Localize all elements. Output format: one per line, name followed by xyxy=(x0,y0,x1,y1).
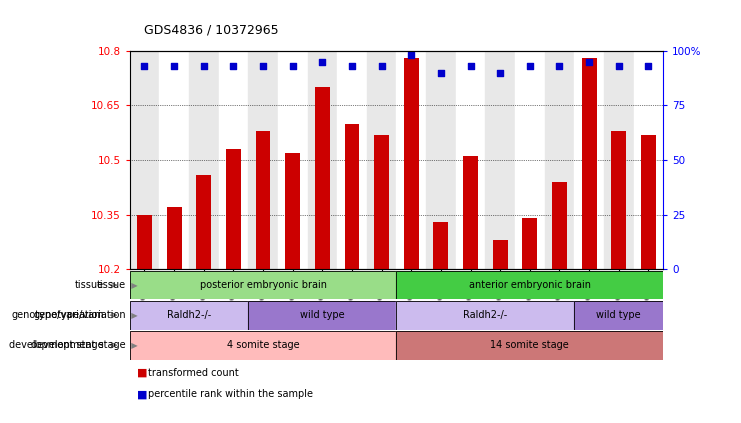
Bar xyxy=(345,124,359,269)
Bar xyxy=(552,182,567,269)
Text: Raldh2-/-: Raldh2-/- xyxy=(463,310,508,320)
Bar xyxy=(189,51,219,269)
Bar xyxy=(604,51,634,269)
Bar xyxy=(248,301,396,330)
Bar xyxy=(574,301,663,330)
Point xyxy=(524,63,536,69)
Text: tissue: tissue xyxy=(75,280,104,290)
Text: ▶: ▶ xyxy=(126,280,138,290)
Point xyxy=(376,63,388,69)
Text: GDS4836 / 10372965: GDS4836 / 10372965 xyxy=(144,23,279,36)
Bar xyxy=(522,218,537,269)
Bar xyxy=(130,331,396,360)
Bar xyxy=(130,301,248,330)
Text: posterior embryonic brain: posterior embryonic brain xyxy=(199,280,327,290)
Bar xyxy=(308,51,337,269)
Bar xyxy=(196,175,211,269)
Bar xyxy=(641,135,656,269)
Point xyxy=(287,63,299,69)
Text: wild type: wild type xyxy=(597,310,641,320)
Bar xyxy=(574,51,604,269)
Text: tissue: tissue xyxy=(97,280,126,290)
Text: anterior embryonic brain: anterior embryonic brain xyxy=(469,280,591,290)
Bar xyxy=(130,331,396,360)
Point xyxy=(316,58,328,65)
Bar xyxy=(130,301,248,330)
Bar xyxy=(396,301,574,330)
Bar xyxy=(285,153,300,269)
Bar xyxy=(396,301,574,330)
Text: ▶: ▶ xyxy=(126,310,138,320)
Bar xyxy=(248,301,396,330)
Bar xyxy=(130,271,396,299)
Bar xyxy=(396,331,663,360)
Point xyxy=(257,63,269,69)
Bar xyxy=(582,58,597,269)
Point xyxy=(465,63,476,69)
Point xyxy=(494,69,506,76)
Bar xyxy=(426,51,456,269)
Bar xyxy=(396,51,426,269)
Bar xyxy=(396,271,663,299)
Text: wild type: wild type xyxy=(300,310,345,320)
Text: percentile rank within the sample: percentile rank within the sample xyxy=(148,389,313,399)
Bar xyxy=(226,149,241,269)
Text: ■: ■ xyxy=(137,368,147,378)
Bar xyxy=(130,51,159,269)
Point xyxy=(198,63,210,69)
Text: 14 somite stage: 14 somite stage xyxy=(491,340,569,350)
Bar xyxy=(367,51,396,269)
Bar xyxy=(374,135,389,269)
Text: ▶: ▶ xyxy=(126,341,138,350)
Bar xyxy=(404,58,419,269)
Text: 4 somite stage: 4 somite stage xyxy=(227,340,299,350)
Bar xyxy=(248,51,278,269)
Point xyxy=(405,52,417,58)
Bar xyxy=(337,51,367,269)
Point xyxy=(168,63,180,69)
Point xyxy=(583,58,595,65)
Bar xyxy=(493,240,508,269)
Bar xyxy=(130,271,396,299)
Bar xyxy=(463,157,478,269)
Bar xyxy=(219,51,248,269)
Bar xyxy=(315,87,330,269)
Point xyxy=(642,63,654,69)
Point xyxy=(554,63,565,69)
Point xyxy=(139,63,150,69)
Bar xyxy=(456,51,485,269)
Bar xyxy=(515,51,545,269)
Bar xyxy=(396,331,663,360)
Text: ■: ■ xyxy=(137,389,147,399)
Bar xyxy=(278,51,308,269)
Bar xyxy=(167,208,182,269)
Point xyxy=(613,63,625,69)
Text: genotype/variation: genotype/variation xyxy=(11,310,104,320)
Text: Raldh2-/-: Raldh2-/- xyxy=(167,310,211,320)
Point xyxy=(346,63,358,69)
Text: genotype/variation: genotype/variation xyxy=(33,310,126,320)
Point xyxy=(227,63,239,69)
Bar xyxy=(256,131,270,269)
Bar xyxy=(634,51,663,269)
Bar xyxy=(611,131,626,269)
Point xyxy=(435,69,447,76)
Bar xyxy=(396,271,663,299)
Bar xyxy=(159,51,189,269)
Bar xyxy=(485,51,515,269)
Bar xyxy=(545,51,574,269)
Text: development stage: development stage xyxy=(31,340,126,350)
Text: transformed count: transformed count xyxy=(148,368,239,378)
Bar xyxy=(137,215,152,269)
Bar xyxy=(433,222,448,269)
Text: development stage: development stage xyxy=(9,340,104,350)
Bar xyxy=(574,301,663,330)
